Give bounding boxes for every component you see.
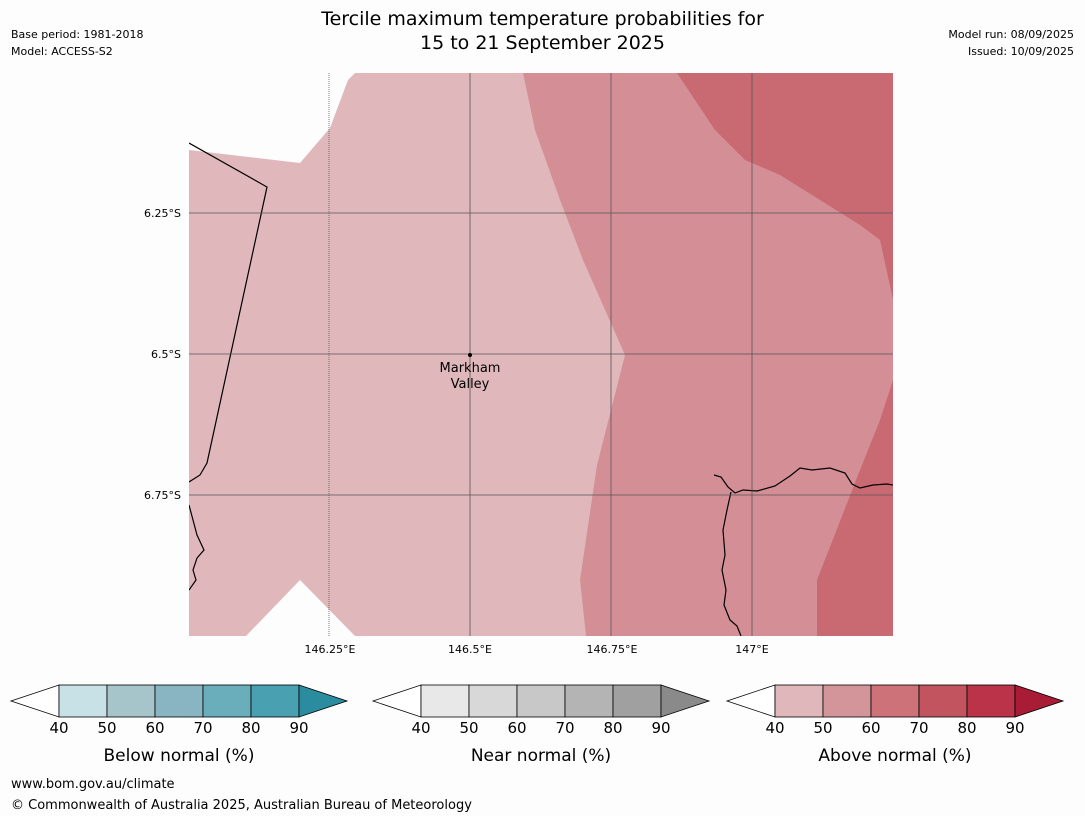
- colorbar-segment: [202, 684, 252, 718]
- colorbar-above: 40 50 60 70 80 90 Above normal (%): [725, 684, 1065, 766]
- colorbar-label: Above normal (%): [818, 746, 971, 766]
- map-area: Markham Valley: [189, 73, 893, 636]
- colorbar-segment: [612, 684, 662, 718]
- title-line-2: 15 to 21 September 2025: [420, 32, 665, 54]
- colorbar-tick-label: 60: [145, 719, 164, 737]
- colorbar-tick-label: 90: [289, 719, 308, 737]
- footer: www.bom.gov.au/climate © Commonwealth of…: [11, 774, 472, 816]
- issued-text: Issued: 10/09/2025: [967, 45, 1074, 58]
- colorbar-tick-label: 80: [241, 719, 260, 737]
- metadata-left: Base period: 1981-2018 Model: ACCESS-S2: [11, 26, 143, 60]
- colorbar-segment: [468, 684, 518, 718]
- footer-url: www.bom.gov.au/climate: [11, 777, 175, 792]
- colorbar-tick-label: 40: [765, 719, 784, 737]
- colorbar-tick-label: 50: [459, 719, 478, 737]
- colorbar-tick-label: 50: [97, 719, 116, 737]
- place-name-line-1: Markham: [440, 361, 501, 376]
- colorbars: 40 50 60 70 80 90 Below normal (%) 40 50 60 70 80 90…: [9, 684, 1065, 766]
- colorbar-segment: [58, 684, 108, 718]
- footer-copyright: © Commonwealth of Australia 2025, Austra…: [11, 798, 472, 813]
- colorbar-segment: [870, 684, 920, 718]
- colorbar-min-arrow: [725, 684, 776, 718]
- colorbar-tick-label: 90: [651, 719, 670, 737]
- colorbar-segment: [154, 684, 204, 718]
- colorbar-segment: [966, 684, 1016, 718]
- metadata-right: Model run: 08/09/2025 Issued: 10/09/2025: [948, 26, 1074, 60]
- colorbar-tick-label: 90: [1005, 719, 1024, 737]
- coastlines: [189, 142, 893, 636]
- colorbar-segment: [250, 684, 300, 718]
- map-title: Tercile maximum temperature probabilitie…: [0, 7, 1085, 55]
- place-name-line-2: Valley: [451, 377, 490, 392]
- colorbar-tick-label: 60: [861, 719, 880, 737]
- place-marker: [468, 353, 472, 357]
- colorbar-min-arrow: [371, 684, 422, 718]
- model-text: Model: ACCESS-S2: [11, 45, 113, 58]
- colorbar-max-arrow: [298, 684, 349, 718]
- colorbar-tick-label: 60: [507, 719, 526, 737]
- lat-label: 6.5°S: [151, 348, 181, 361]
- gulf-coast: [713, 467, 893, 494]
- colorbar-below: 40 50 60 70 80 90 Below normal (%): [9, 684, 349, 766]
- river-coast: [721, 491, 742, 636]
- colorbar-segment: [774, 684, 824, 718]
- colorbar-tick-label: 40: [411, 719, 430, 737]
- lon-label: 146.25°E: [305, 643, 356, 656]
- lon-label: 146.75°E: [587, 643, 638, 656]
- above-60-region-se: [817, 380, 893, 636]
- border-line: [189, 142, 268, 483]
- lon-label: 146.5°E: [448, 643, 492, 656]
- colorbar-segment: [516, 684, 566, 718]
- base-period-text: Base period: 1981-2018: [11, 28, 144, 41]
- colorbar-tick-label: 40: [49, 719, 68, 737]
- colorbar-segment: [420, 684, 470, 718]
- above-60-region-ne: [677, 73, 893, 300]
- colorbar-near: 40 50 60 70 80 90 Near normal (%): [371, 684, 711, 766]
- colorbar-tick-label: 70: [193, 719, 212, 737]
- colorbar-tick-label: 50: [813, 719, 832, 737]
- colorbar-segment: [564, 684, 614, 718]
- colorbar-max-arrow: [1014, 684, 1065, 718]
- colorbar-max-arrow: [660, 684, 711, 718]
- colorbar-min-arrow: [9, 684, 60, 718]
- colorbar-tick-label: 70: [909, 719, 928, 737]
- colorbar-label: Below normal (%): [104, 746, 255, 766]
- colorbar-segment: [918, 684, 968, 718]
- colorbar-label: Near normal (%): [471, 746, 611, 766]
- lat-label: 6.25°S: [144, 207, 181, 220]
- colorbar-segment: [822, 684, 872, 718]
- colorbar-tick-label: 70: [555, 719, 574, 737]
- lat-label: 6.75°S: [144, 489, 181, 502]
- west-coast: [189, 504, 205, 591]
- colorbar-segment: [106, 684, 156, 718]
- colorbar-tick-label: 80: [603, 719, 622, 737]
- colorbar-tick-label: 80: [957, 719, 976, 737]
- lon-label: 147°E: [735, 643, 768, 656]
- title-line-1: Tercile maximum temperature probabilitie…: [321, 8, 764, 30]
- model-run-text: Model run: 08/09/2025: [948, 28, 1074, 41]
- axis-labels: 6.25°S 6.5°S 6.75°S 146.25°E 146.5°E 146…: [144, 207, 769, 656]
